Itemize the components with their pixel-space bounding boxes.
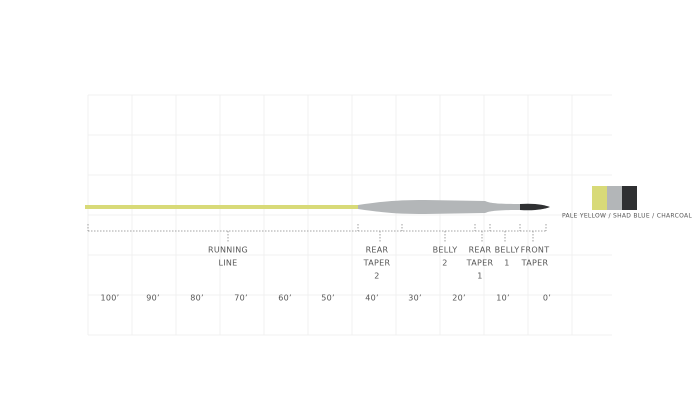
section-label: RUNNING bbox=[208, 246, 248, 255]
color-swatch bbox=[592, 186, 607, 210]
section-label: REAR bbox=[366, 246, 389, 255]
background-grid bbox=[87, 94, 612, 336]
tip-segment bbox=[520, 203, 550, 211]
legend-label: PALE YELLOW / SHAD BLUE / CHARCOAL bbox=[562, 213, 692, 220]
distance-label: 70’ bbox=[234, 294, 248, 303]
section-label: TAPER bbox=[466, 259, 494, 268]
distance-label: 80’ bbox=[190, 294, 204, 303]
legend: PALE YELLOW / SHAD BLUE / CHARCOAL bbox=[562, 186, 692, 220]
distance-label: 0’ bbox=[543, 294, 551, 303]
section-brackets bbox=[87, 224, 547, 242]
color-swatch bbox=[622, 186, 637, 210]
color-swatch bbox=[607, 186, 622, 210]
distance-label: 90’ bbox=[146, 294, 160, 303]
running-line-segment bbox=[85, 205, 359, 209]
distance-label: 60’ bbox=[278, 294, 292, 303]
distance-label: 50’ bbox=[321, 294, 335, 303]
section-label: FRONT bbox=[521, 246, 550, 255]
distance-label: 30’ bbox=[408, 294, 422, 303]
section-label: 1 bbox=[504, 259, 509, 268]
section-label: BELLY bbox=[433, 246, 458, 255]
section-label: 2 bbox=[442, 259, 447, 268]
section-label: LINE bbox=[218, 259, 237, 268]
distance-label: 20’ bbox=[452, 294, 466, 303]
distance-label: 100’ bbox=[100, 294, 119, 303]
distance-label: 10’ bbox=[496, 294, 510, 303]
distance-label: 40’ bbox=[365, 294, 379, 303]
section-label: REAR bbox=[469, 246, 492, 255]
section-label: TAPER bbox=[363, 259, 391, 268]
taper-segment bbox=[358, 200, 520, 214]
section-label: 1 bbox=[477, 272, 482, 281]
section-label: BELLY bbox=[495, 246, 520, 255]
fly-line bbox=[85, 200, 550, 214]
section-label: 2 bbox=[374, 272, 379, 281]
section-label: TAPER bbox=[521, 259, 549, 268]
